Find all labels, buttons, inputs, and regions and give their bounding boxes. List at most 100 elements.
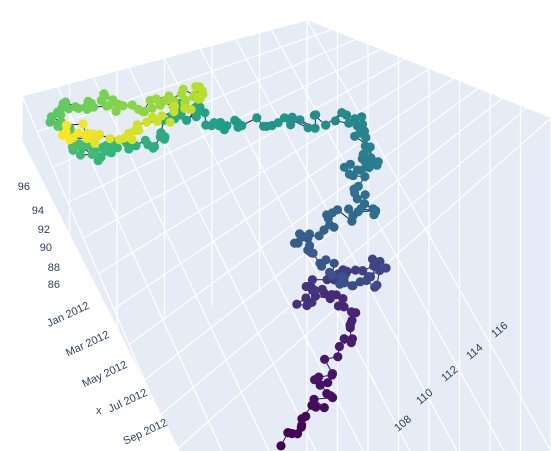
gridline	[235, 38, 458, 451]
data-point	[191, 82, 201, 92]
data-point	[337, 108, 347, 118]
data-point	[365, 142, 375, 152]
data-point	[164, 95, 174, 105]
data-point	[336, 274, 346, 284]
z-tick-label: 88	[48, 262, 60, 274]
data-point	[360, 190, 370, 200]
data-point	[287, 428, 297, 439]
data-point	[310, 285, 320, 295]
data-point	[373, 157, 383, 167]
data-point	[93, 156, 103, 166]
data-point	[180, 103, 190, 113]
data-point	[375, 265, 385, 276]
data-point	[191, 112, 201, 122]
data-point	[89, 102, 99, 112]
x-tick-label: Jan 2012	[45, 300, 91, 330]
gridline	[270, 29, 505, 451]
data-point	[330, 116, 340, 126]
gridline	[144, 97, 503, 381]
data-point	[311, 402, 321, 412]
data-point	[323, 378, 333, 388]
data-point	[329, 222, 339, 232]
data-point	[375, 256, 385, 267]
data-point	[165, 117, 175, 127]
data-point	[333, 352, 343, 362]
data-point	[104, 100, 114, 110]
data-point	[119, 133, 130, 143]
data-point	[142, 117, 152, 127]
data-point	[314, 372, 324, 382]
z-tick-label: 86	[48, 279, 60, 291]
data-point	[355, 277, 365, 287]
data-point	[201, 120, 211, 130]
data-point	[276, 441, 286, 451]
data-point	[138, 107, 148, 117]
gridline	[98, 68, 430, 275]
data-point	[356, 203, 366, 214]
data-point	[60, 97, 71, 107]
data-point	[297, 231, 307, 241]
data-point	[252, 113, 262, 123]
data-point	[309, 394, 319, 404]
data-point	[290, 238, 300, 248]
data-point	[334, 341, 344, 352]
data-point	[151, 94, 161, 104]
data-point	[279, 113, 290, 123]
data-point	[75, 150, 86, 160]
data-point	[83, 96, 93, 106]
data-point	[61, 126, 71, 137]
z-tick-label: 92	[38, 224, 50, 236]
data-point	[317, 284, 327, 294]
data-point	[338, 294, 348, 304]
data-point	[305, 241, 315, 251]
data-point	[357, 119, 368, 129]
data-point	[73, 103, 83, 113]
data-point	[346, 338, 356, 348]
data-point	[90, 138, 100, 148]
data-point	[307, 297, 317, 307]
data-point	[358, 266, 368, 276]
data-point	[155, 132, 165, 142]
data-point	[345, 159, 355, 169]
gridline	[113, 78, 454, 310]
data-point	[307, 275, 317, 285]
data-point	[320, 354, 330, 364]
data-point	[297, 414, 307, 424]
x-tick-label: Sep 2012	[122, 417, 170, 448]
data-point	[370, 207, 381, 217]
z-tick-label: 94	[32, 205, 44, 217]
data-point	[321, 120, 331, 130]
data-point	[352, 165, 362, 175]
data-point	[329, 258, 339, 268]
data-point	[355, 128, 365, 138]
data-point	[140, 135, 150, 145]
data-point	[347, 281, 357, 291]
data-point	[317, 261, 327, 271]
x-tick-label: Jul 2012	[106, 387, 149, 415]
data-point	[344, 169, 354, 179]
gridline	[82, 58, 405, 239]
data-point	[326, 391, 336, 401]
data-point	[105, 133, 115, 144]
data-point	[56, 110, 66, 120]
data-point	[178, 84, 188, 94]
data-point	[319, 403, 329, 413]
data-point	[286, 120, 296, 130]
data-point	[111, 106, 121, 116]
z-tick-label: 90	[40, 242, 52, 254]
data-point	[73, 128, 83, 138]
axis-panes	[22, 20, 551, 451]
data-point	[230, 115, 240, 125]
data-point	[81, 130, 91, 140]
data-point	[147, 103, 157, 113]
data-point	[332, 205, 343, 215]
x-tick-label: Mar 2012	[64, 329, 111, 360]
data-point	[87, 149, 97, 159]
data-point	[259, 121, 269, 131]
data-point	[152, 116, 162, 126]
z-tick-label: 96	[18, 181, 30, 193]
data-point	[366, 153, 376, 163]
